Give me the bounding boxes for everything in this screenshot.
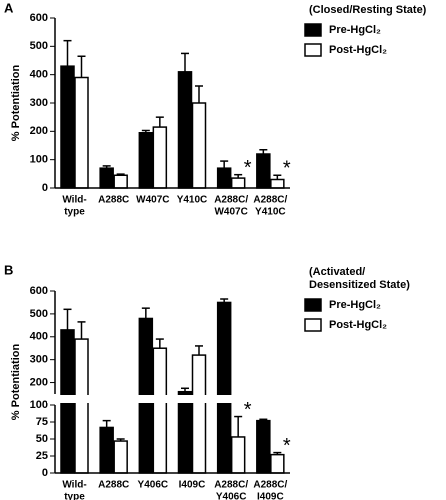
legend-label: Pre-HgCl₂	[329, 24, 381, 36]
panel-label: A	[4, 0, 14, 15]
x-tick-label: I409C	[257, 492, 284, 500]
legend-swatch	[304, 43, 322, 57]
bar	[270, 178, 285, 189]
y-axis-label: % Potentiation	[10, 344, 22, 421]
x-tick-label: A288C/	[214, 195, 248, 206]
x-tick-label: Y410C	[255, 207, 286, 218]
bar	[74, 76, 89, 189]
legend-swatch	[304, 298, 322, 312]
bar	[177, 71, 193, 189]
legend-label: Pre-HgCl₂	[329, 299, 381, 311]
bar	[230, 177, 246, 189]
bar	[99, 167, 114, 189]
x-tick-label: A288C/	[214, 480, 248, 491]
x-tick-label: I409C	[179, 480, 206, 491]
x-tick-label: A288C	[98, 480, 129, 491]
x-tick-label: type	[64, 492, 85, 500]
x-tick-label: Wild-	[62, 480, 86, 491]
annotation: *	[244, 399, 252, 421]
x-tick-label: Y406C	[216, 492, 247, 500]
y-tick-label: 200	[30, 376, 48, 388]
y-tick-label: 600	[30, 12, 48, 24]
legend-title: (Closed/Resting State)	[309, 4, 427, 16]
bar	[99, 426, 114, 474]
bar	[113, 174, 128, 189]
bar	[216, 301, 232, 474]
bar	[230, 436, 246, 474]
legend-title: (Activated/	[309, 266, 365, 278]
x-tick-label: type	[64, 207, 85, 218]
y-tick-label: 50	[36, 433, 48, 445]
bar	[152, 347, 168, 474]
y-tick-label: 100	[30, 154, 48, 166]
y-tick-label: 0	[42, 467, 48, 479]
y-tick-label: 400	[30, 69, 48, 81]
legend-swatch	[304, 318, 322, 332]
y-axis-label: % Potentiation	[10, 65, 22, 142]
bar	[177, 390, 193, 474]
y-tick-label: 300	[30, 97, 48, 109]
bar	[113, 440, 128, 474]
y-tick-label: 500	[30, 308, 48, 320]
bar	[74, 338, 89, 474]
y-tick-label: 600	[30, 285, 48, 297]
bar	[60, 65, 75, 189]
bar	[270, 453, 285, 474]
axis-break	[47, 395, 292, 403]
legend-title: Desensitized State)	[309, 279, 410, 291]
x-tick-label: A288C/	[253, 480, 287, 491]
x-tick-label: Y406C	[138, 480, 169, 491]
legend-label: Post-HgCl₂	[329, 44, 387, 56]
y-tick-label: 300	[30, 354, 48, 366]
bar	[152, 126, 168, 189]
bar	[191, 354, 207, 474]
legend-label: Post-HgCl₂	[329, 319, 387, 331]
y-tick-label: 200	[30, 125, 48, 137]
legend-swatch	[304, 23, 322, 37]
y-tick-label: 25	[36, 450, 48, 462]
x-tick-label: A288C	[98, 195, 129, 206]
y-tick-label: 100	[30, 399, 48, 411]
bar	[256, 419, 271, 474]
y-tick-label: 0	[42, 182, 48, 194]
x-tick-label: Wild-	[62, 195, 86, 206]
bar	[256, 153, 271, 189]
y-tick-label: 500	[30, 40, 48, 52]
bar	[191, 102, 207, 189]
annotation: *	[283, 435, 291, 457]
annotation: *	[244, 157, 252, 179]
x-tick-label: Y410C	[177, 195, 208, 206]
x-tick-label: W407C	[214, 207, 247, 218]
y-tick-label: 75	[36, 416, 48, 428]
bar	[138, 132, 154, 189]
x-tick-label: A288C/	[253, 195, 287, 206]
y-tick-label: 400	[30, 331, 48, 343]
x-tick-label: W407C	[136, 195, 169, 206]
annotation: *	[283, 158, 291, 180]
bar	[216, 167, 232, 189]
panel-label: B	[4, 262, 13, 277]
